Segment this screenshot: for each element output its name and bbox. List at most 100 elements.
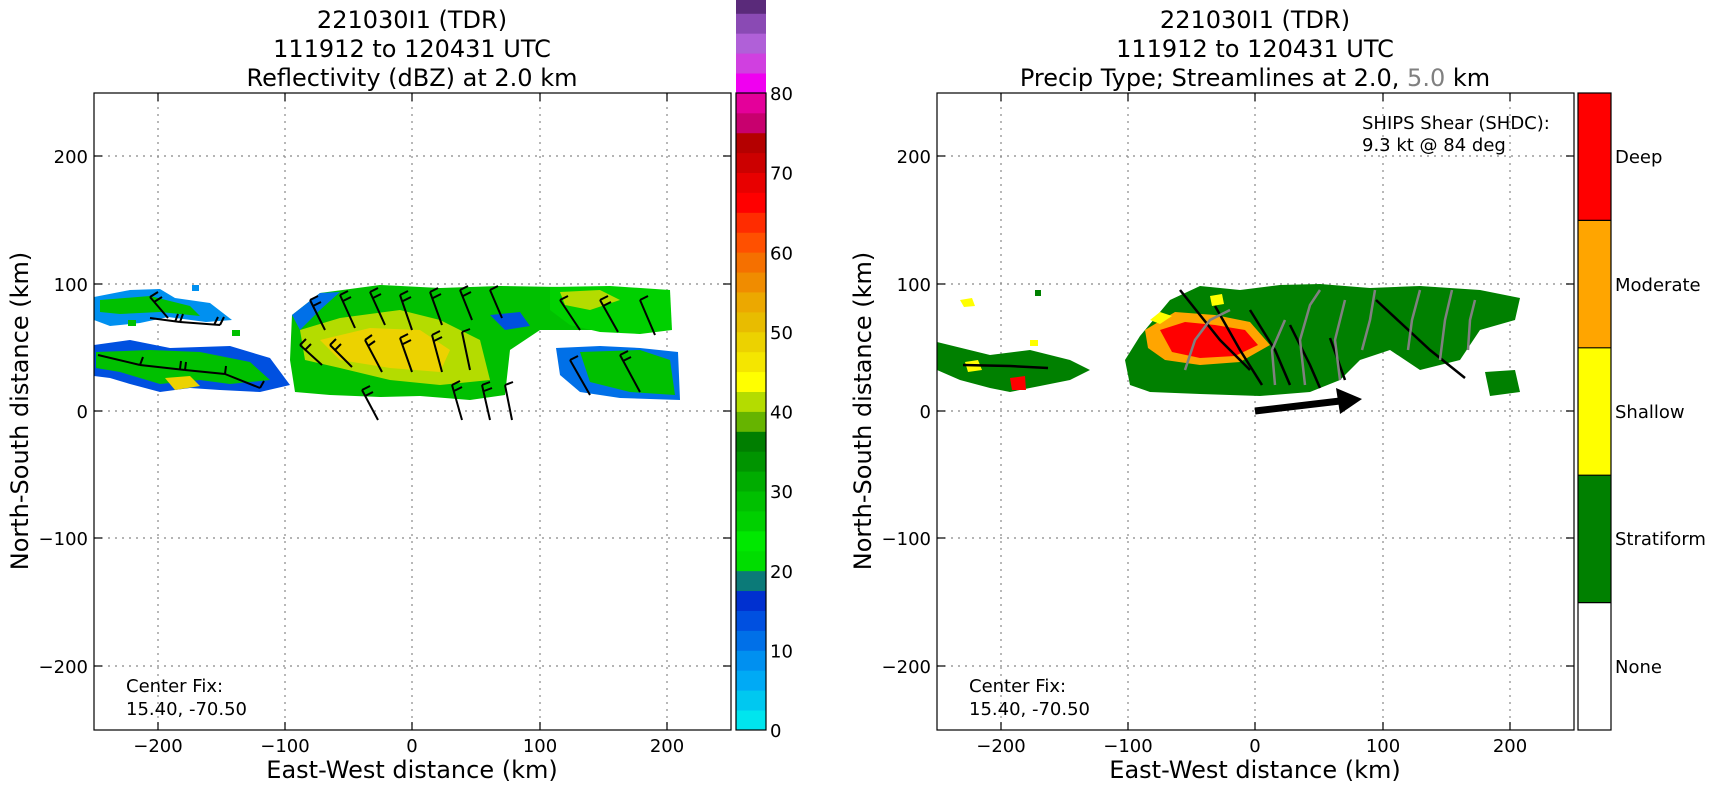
right-title-line-2: 111912 to 120431 UTC (1116, 35, 1394, 63)
wind-barb (361, 385, 379, 421)
colorbar-cell (736, 650, 766, 671)
wind-barb (149, 291, 169, 319)
left-y-tick-label: −100 (39, 529, 88, 550)
wind-barb (224, 373, 265, 389)
left-title-line-2: 111912 to 120431 UTC (273, 35, 551, 63)
left-panel: 221030I1 (TDR) 111912 to 120431 UTC Refl… (6, 0, 793, 784)
left-title-line-1: 221030I1 (TDR) (317, 6, 507, 34)
precip-cell (1060, 372, 1068, 379)
colorbar-cell (736, 33, 766, 54)
streamline (1406, 289, 1422, 351)
colorbar-cell (736, 331, 766, 353)
right-x-tick-label: −200 (976, 736, 1025, 757)
wind-barb (451, 380, 463, 421)
colorbar-cell (736, 53, 766, 74)
wind-barb (431, 330, 443, 373)
colorbar-tick-label: 70 (770, 164, 793, 185)
colorbar-frame (735, 92, 767, 731)
right-x-tick-label: 100 (1366, 736, 1400, 757)
streamline (1466, 299, 1477, 351)
streamlines-upper-level (1183, 289, 1477, 386)
colorbar-cell (736, 112, 766, 134)
streamline (1248, 309, 1292, 386)
category-label-shallow: Shallow (1615, 402, 1685, 423)
streamline (1179, 289, 1251, 371)
right-y-tick-label: 100 (897, 275, 931, 296)
colorbar-cell (736, 351, 766, 373)
category-label-deep: Deep (1615, 147, 1662, 168)
left-title-line-3: Reflectivity (dBZ) at 2.0 km (247, 64, 578, 92)
category-swatch-shallow (1578, 347, 1611, 476)
echo-cell (192, 285, 199, 291)
colorbar-cell (736, 311, 766, 333)
colorbar-cell (736, 471, 766, 492)
wind-barb (599, 295, 619, 333)
right-grid (937, 93, 1574, 730)
precip-deep (1160, 322, 1258, 358)
left-y-tick-label: 200 (54, 147, 88, 168)
left-y-tick-label: 100 (54, 275, 88, 296)
right-y-tick-label: −200 (882, 657, 931, 678)
left-x-tick-label: 200 (650, 736, 684, 757)
left-y-ticks (94, 155, 731, 667)
echo-lower-left-strong (165, 376, 200, 390)
shear-arrow-shaft (1254, 397, 1341, 415)
wind-barb (399, 290, 413, 331)
streamline (1333, 299, 1347, 381)
wind-barb (179, 316, 225, 326)
shear-vector (1254, 388, 1362, 415)
colorbar-cell (736, 212, 766, 233)
category-label-none: None (1615, 657, 1662, 678)
wind-barbs (97, 285, 656, 421)
right-x-tick-label: 200 (1493, 736, 1527, 757)
echo-central-core (320, 328, 450, 372)
colorbar-cell (736, 530, 766, 552)
category-swatch-deep (1578, 93, 1611, 221)
right-title-line-3-part-b: 5.0 (1407, 64, 1445, 92)
right-center-fix-label: Center Fix: (969, 676, 1066, 697)
colorbar-cell (736, 570, 766, 592)
colorbar-cell (736, 0, 766, 14)
left-x-ticks (157, 93, 668, 730)
colorbar-cell (736, 73, 766, 94)
right-x-tick-label: 0 (1249, 736, 1260, 757)
right-y-ticks (937, 155, 1574, 667)
wind-barb (459, 285, 473, 321)
right-x-tick-label: −100 (1103, 736, 1152, 757)
left-plot-frame (93, 92, 732, 731)
reflectivity-colorbar: 0 10 20 30 40 50 60 70 80 (735, 0, 793, 742)
left-x-tick-label: 100 (523, 736, 557, 757)
colorbar-tick-label: 60 (770, 243, 793, 264)
colorbar-cell (736, 590, 766, 611)
colorbar-cell (736, 172, 766, 193)
precip-deep (1010, 376, 1026, 390)
streamline (962, 363, 1049, 370)
colorbar-tick-label: 0 (770, 721, 781, 742)
left-center-fix-label: Center Fix: (126, 676, 223, 697)
wind-barb (399, 333, 413, 373)
streamline (1288, 324, 1322, 389)
left-y-tick-label: 0 (77, 402, 88, 423)
colorbar-cell (736, 411, 766, 432)
colorbar-cell (736, 670, 766, 691)
colorbar-cell (736, 511, 766, 532)
left-x-tick-label: 0 (406, 736, 417, 757)
colorbar-cell (736, 690, 766, 711)
left-center-fix-value: 15.40, -70.50 (126, 699, 247, 720)
colorbar-cell (736, 451, 766, 472)
category-swatch-moderate (1578, 220, 1611, 348)
colorbar-tick-label: 80 (770, 84, 793, 105)
colorbar-cell (736, 152, 766, 174)
wind-barb (329, 338, 353, 368)
wind-barb (569, 355, 591, 396)
right-title-line-3-part-c: km (1445, 64, 1490, 92)
category-colorbar-frame (1577, 92, 1612, 731)
wind-barb (619, 350, 641, 393)
echo-central-blue-pocket (490, 312, 530, 330)
right-title-line-3-part-a: Precip Type; Streamlines at 2.0, (1020, 64, 1407, 92)
colorbar-cell (736, 630, 766, 651)
colorbar-cell (736, 391, 766, 412)
precip-shallow-rim (1150, 312, 1172, 324)
wind-barb (149, 313, 184, 323)
right-y-tick-label: 0 (920, 402, 931, 423)
